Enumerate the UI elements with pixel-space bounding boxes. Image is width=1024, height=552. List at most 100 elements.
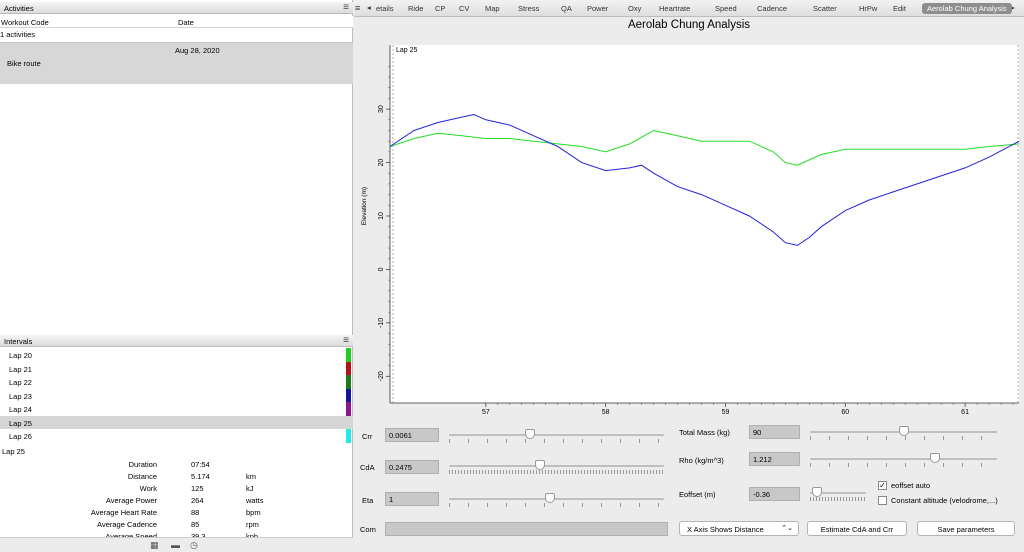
eta-slider-thumb[interactable] [545, 493, 556, 503]
summary-metric-row: Average Speed 39.3 kph [0, 532, 353, 544]
calendar-icon[interactable]: ▦ [150, 540, 159, 550]
tab-map[interactable]: Map [485, 4, 500, 13]
tab-hrpw[interactable]: HrPw [859, 4, 878, 13]
elevation-chart[interactable]: Lap 25 -20 -10 0 10 20 30 Elevation (m) 57 58 59 60… [354, 34, 1024, 419]
y-tick-label: 0 [378, 267, 385, 271]
tab-etails[interactable]: etails [376, 4, 394, 13]
interval-row[interactable]: Lap 22 [0, 375, 353, 389]
cda-label: CdA [360, 463, 375, 472]
comment-label: Com [360, 525, 376, 534]
crr-input[interactable]: 0.0061 [385, 428, 439, 442]
tab-qa[interactable]: QA [561, 4, 572, 13]
mass-slider[interactable] [810, 426, 997, 440]
cda-slider[interactable] [449, 460, 664, 474]
tab-edit[interactable]: Edit [893, 4, 906, 13]
eoffset-slider[interactable] [810, 487, 866, 501]
metric-label: Average Heart Rate [90, 508, 157, 517]
comment-input[interactable] [385, 522, 668, 536]
scroll-left-icon[interactable]: ◂ [367, 3, 371, 12]
metric-value: 39.3 [191, 532, 206, 541]
tab-ride[interactable]: Ride [408, 4, 424, 13]
interval-row[interactable]: Lap 21 [0, 361, 353, 375]
eoffset-label: Eoffset (m) [679, 490, 716, 499]
save-parameters-button[interactable]: Save parameters [917, 521, 1015, 536]
activity-row[interactable]: Aug 28, 2020 Bike route [0, 42, 353, 84]
mass-input[interactable]: 90 [749, 425, 800, 439]
eta-input[interactable]: 1 [385, 492, 439, 506]
rho-slider-thumb[interactable] [930, 453, 941, 463]
summary-metric-row: Distance 5.174 km [0, 472, 353, 484]
metric-value: 264 [191, 496, 204, 505]
metric-value: 5.174 [191, 472, 210, 481]
summary-metric-row: Work 125 kJ [0, 484, 353, 496]
crr-slider-thumb[interactable] [524, 429, 535, 439]
tab-oxy[interactable]: Oxy [628, 4, 642, 13]
column-workout-code[interactable]: Workout Code [1, 18, 49, 27]
intervals-menu-icon[interactable]: ≡ [343, 335, 349, 346]
summary-metric-row: Average Power 264 watts [0, 496, 353, 508]
rho-input[interactable]: 1.212 [749, 452, 800, 466]
series-line-v-elevation [389, 113, 1020, 246]
interval-row[interactable]: Lap 20 [0, 348, 353, 362]
menu-icon[interactable]: ≡ [355, 3, 361, 13]
eta-label: Eta [362, 496, 374, 505]
summary-metric-row: Average Cadence 85 rpm [0, 520, 353, 532]
activities-menu-icon[interactable]: ≡ [343, 2, 349, 13]
mass-slider-thumb[interactable] [898, 426, 909, 436]
crr-slider[interactable] [449, 429, 664, 443]
crr-label: Crr [362, 432, 373, 441]
left-sidebar: Activities ≡ Workout Code Date 1 activit… [0, 0, 353, 552]
interval-row[interactable]: Lap 23 [0, 388, 353, 402]
tab-stress[interactable]: Stress [518, 4, 540, 13]
tab-bar: ≡ ◂ ▸ etails Ride CP CV Map Stress QA Power Oxy H… [354, 0, 1024, 17]
tab-cadence[interactable]: Cadence [757, 4, 788, 13]
parameter-controls: Crr 0.0061 CdA 0.2475 Eta 1 Com Total Ma… [354, 420, 1024, 552]
activities-header: Activities ≡ [0, 2, 353, 14]
interval-row[interactable]: Lap 24 [0, 402, 353, 416]
eta-slider[interactable] [449, 493, 664, 507]
y-tick-label: 20 [378, 159, 385, 167]
tab-cv[interactable]: CV [459, 4, 470, 13]
metric-value: 85 [191, 520, 200, 529]
scroll-right-icon[interactable]: ▸ [1011, 3, 1015, 12]
y-tick-label: 30 [378, 105, 385, 113]
x-tick-label: 57 [482, 409, 490, 416]
chart-area: Lap 25 -20 -10 0 10 20 30 Elevation (m) 57 58 59 60… [354, 34, 1024, 419]
tab-cp[interactable]: CP [435, 4, 446, 13]
estimate-button[interactable]: Estimate CdA and Crr [807, 521, 907, 536]
tab-power[interactable]: Power [587, 4, 609, 13]
summary-metric-row: Duration 07:54 [0, 460, 353, 472]
interval-label: Lap 20 [9, 351, 32, 360]
interval-row[interactable]: Lap 25 [0, 415, 353, 429]
eoffset-slider-thumb[interactable] [812, 487, 823, 497]
folder-icon[interactable]: ▬ [171, 540, 180, 550]
x-axis-select[interactable]: X Axis Shows Distance ⌃⌄ [679, 521, 799, 536]
tab-scatter[interactable]: Scatter [813, 4, 837, 13]
summary-metric-row: Average Heart Rate 88 bpm [0, 508, 353, 520]
interval-label: Lap 26 [9, 432, 32, 441]
tab-aerolab-chung-analysis[interactable]: Aerolab Chung Analysis [922, 3, 1012, 14]
eoffset-input[interactable]: -0.36 [749, 487, 800, 501]
metric-label: Average Cadence [97, 520, 157, 529]
interval-label: Lap 25 [9, 418, 32, 428]
tab-heartrate[interactable]: Heartrate [659, 4, 691, 13]
tab-speed[interactable]: Speed [715, 4, 737, 13]
metric-label: Distance [127, 472, 157, 481]
column-date[interactable]: Date [178, 18, 194, 27]
constant-altitude-checkbox[interactable] [878, 496, 887, 505]
rho-label: Rho (kg/m^3) [679, 456, 724, 465]
chevron-updown-icon: ⌃⌄ [781, 525, 793, 532]
metric-unit: kJ [246, 484, 254, 493]
cda-input[interactable]: 0.2475 [385, 460, 439, 474]
cda-slider-thumb[interactable] [535, 460, 546, 470]
rho-slider[interactable] [810, 453, 997, 467]
activities-count: 1 activities [0, 30, 36, 39]
y-tick-label: 10 [378, 212, 385, 220]
activities-title: Activities [4, 4, 34, 13]
sidebar-toolbar: ▦ ▬ ◷ [0, 537, 353, 552]
main-panel: ≡ ◂ ▸ etails Ride CP CV Map Stress QA Power Oxy H… [354, 0, 1024, 552]
timer-icon[interactable]: ◷ [190, 540, 198, 550]
y-tick-label: -10 [378, 318, 385, 328]
interval-row[interactable]: Lap 26 [0, 429, 353, 443]
eoffset-auto-checkbox[interactable]: ✓ [878, 481, 887, 490]
